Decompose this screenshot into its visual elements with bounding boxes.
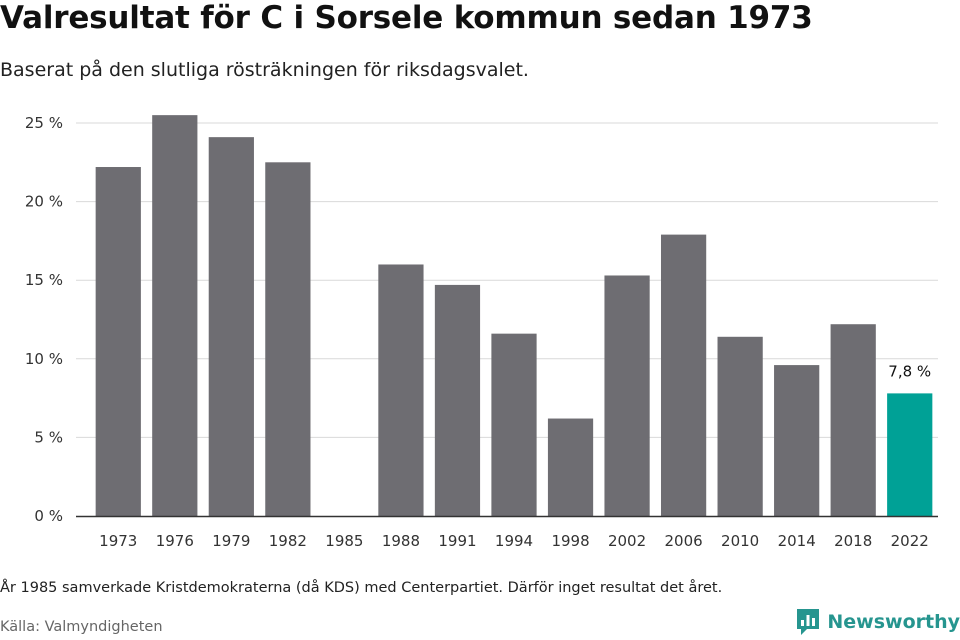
x-tick-label: 1973: [99, 532, 137, 550]
bar-2022: [887, 393, 933, 516]
y-tick-label: 20 %: [25, 193, 63, 211]
y-tick-label: 15 %: [25, 271, 63, 289]
x-tick-label: 2010: [721, 532, 759, 550]
y-tick-label: 0 %: [34, 507, 63, 525]
bar-1976: [152, 115, 198, 516]
bar-2002: [604, 275, 650, 516]
y-axis-ticks: 0 % 5 % 10 % 15 % 20 % 25 %: [25, 114, 63, 525]
x-tick-label: 2006: [665, 532, 703, 550]
data-labels: 7,8 %: [888, 362, 931, 380]
newsworthy-logo-icon: [797, 609, 820, 635]
bar-1982: [265, 162, 311, 517]
x-tick-label: 1998: [551, 532, 589, 550]
bar-chart: 0 %5 %10 %15 %20 %25 % 1973 1976 1979 1982 1…: [25, 114, 938, 550]
footnote: År 1985 samverkade Kristdemokraterna (då…: [0, 580, 723, 596]
bar-2018: [830, 324, 876, 516]
bar-1991: [434, 284, 481, 516]
bar-2010: [717, 336, 763, 516]
x-tick-label: 2022: [891, 532, 929, 550]
bar-1973: [95, 167, 141, 516]
data-label-2022: 7,8 %: [888, 362, 931, 380]
y-tick-label: 10 %: [25, 350, 63, 368]
x-tick-label: 1991: [438, 532, 476, 550]
x-tick-label: 1988: [382, 532, 420, 550]
x-tick-label: 1994: [495, 532, 533, 550]
x-tick-label: 1979: [212, 532, 250, 550]
x-tick-label: 1985: [325, 532, 363, 550]
bar-2006: [660, 234, 707, 516]
x-tick-label: 1982: [269, 532, 307, 550]
bar-2014: [774, 365, 820, 516]
x-tick-label: 1976: [156, 532, 194, 550]
source-text: Källa: Valmyndigheten: [0, 619, 163, 635]
x-tick-label: 2014: [778, 532, 816, 550]
page-subtitle: Baserat på den slutliga rösträkningen fö…: [0, 59, 529, 81]
x-tick-label: 2018: [834, 532, 872, 550]
x-tick-label: 2002: [608, 532, 646, 550]
bar-1988: [378, 264, 424, 516]
bars: [95, 115, 933, 517]
brand-logo: Newsworthy: [795, 607, 960, 637]
bar-1994: [491, 333, 537, 516]
y-tick-label: 5 %: [34, 428, 63, 446]
brand-name: Newsworthy: [827, 611, 960, 633]
bar-1998: [547, 418, 594, 516]
page-title: Valresultat för C i Sorsele kommun sedan…: [0, 0, 813, 36]
x-axis-ticks: 1973 1976 1979 1982 1985 1988 1991 1994 1998 2002…: [99, 532, 929, 550]
y-tick-label: 25 %: [25, 114, 63, 132]
bar-1979: [208, 137, 254, 516]
